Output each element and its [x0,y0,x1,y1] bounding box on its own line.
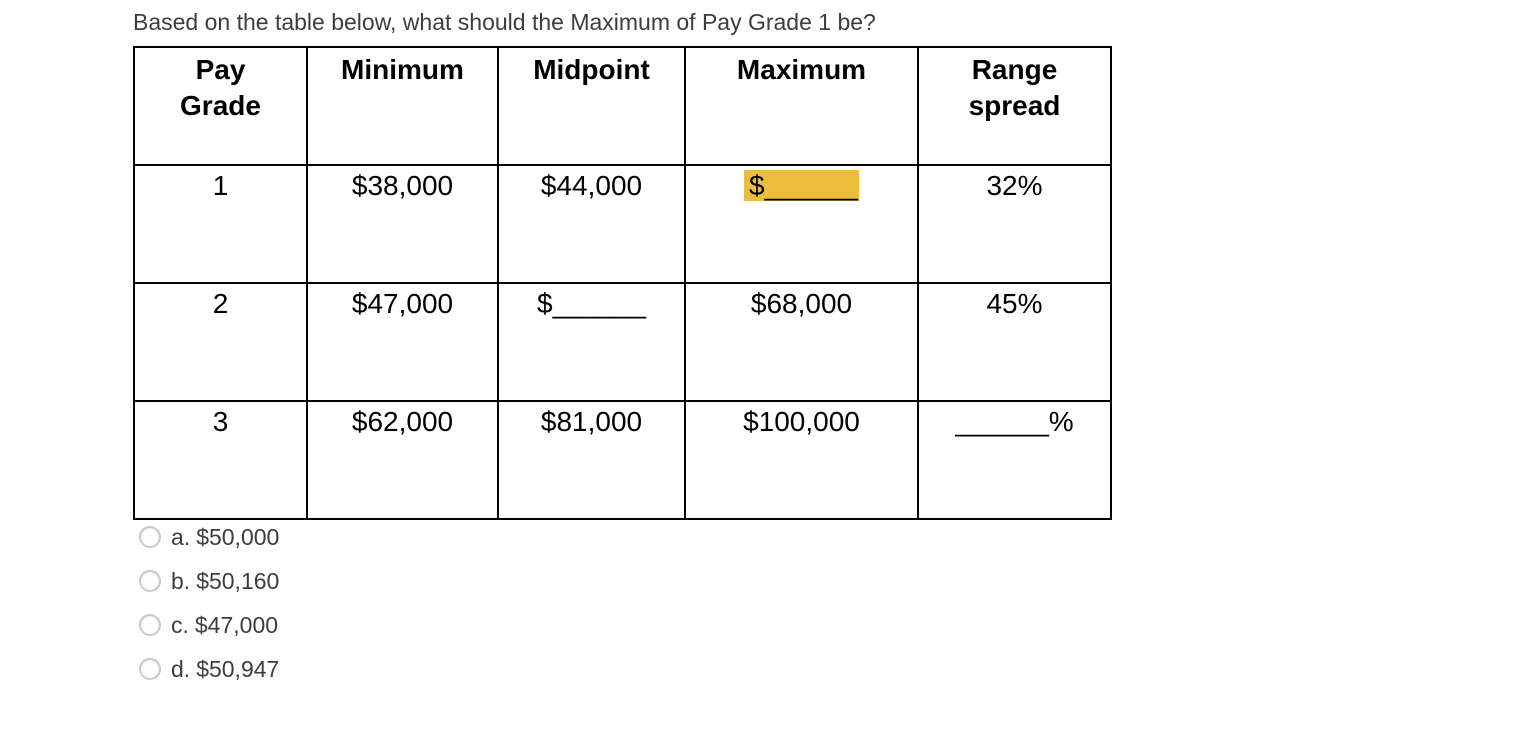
option-row-d[interactable]: d. $50,947 [139,647,279,691]
option-label: $50,160 [196,567,280,594]
question-text: Based on the table below, what should th… [133,9,876,35]
cell-range-spread-3: ______% [917,400,1112,520]
table-row-grade-1: 1 $38,000 $44,000 $______ 32% [133,164,1112,284]
cell-midpoint-3: $81,000 [497,400,686,520]
cell-midpoint-2: $______ [497,282,686,402]
cell-minimum-3: $62,000 [306,400,499,520]
cell-maximum-1: $______ [684,164,919,284]
radio-button-a[interactable] [139,526,161,548]
cell-grade-2: 2 [133,282,308,402]
option-row-b[interactable]: b. $50,160 [139,559,279,603]
cell-grade-1: 1 [133,164,308,284]
blank-line: ______ [764,170,858,201]
currency-prefix: $ [536,288,553,319]
cell-midpoint-1: $44,000 [497,164,686,284]
option-label: $47,000 [194,611,279,638]
option-letter: d. [171,655,191,682]
cell-minimum-2: $47,000 [306,282,499,402]
column-header-minimum: Minimum [306,46,499,166]
cell-grade-3: 3 [133,400,308,520]
radio-button-d[interactable] [139,658,161,680]
blank-line: ______ [552,288,646,319]
option-row-a[interactable]: a. $50,000 [139,515,279,559]
answer-blank-highlighted: $______ [743,170,859,201]
currency-prefix: $ [748,170,765,201]
column-header-maximum: Maximum [684,46,919,166]
option-letter: b. [171,567,191,594]
option-letter: a. [171,523,191,550]
radio-button-b[interactable] [139,570,161,592]
table-row-grade-2: 2 $47,000 $______ $68,000 45% [133,282,1112,402]
column-header-pay-grade: Pay Grade [133,46,308,166]
cell-minimum-1: $38,000 [306,164,499,284]
answer-options: a. $50,000 b. $50,160 c. $47,000 d. $50,… [139,515,279,691]
radio-button-c[interactable] [139,614,161,636]
option-label: $50,000 [196,523,280,550]
option-label: $50,947 [196,655,280,682]
blank-line: ______ [955,406,1049,437]
percent-suffix: % [1048,406,1074,437]
column-header-range-spread: Range spread [917,46,1112,166]
table-row-grade-3: 3 $62,000 $81,000 $100,000 ______% [133,400,1112,520]
cell-range-spread-1: 32% [917,164,1112,284]
option-row-c[interactable]: c. $47,000 [139,603,279,647]
column-header-midpoint: Midpoint [497,46,686,166]
table-header-row: Pay Grade Minimum Midpoint Maximum Range… [133,46,1112,166]
cell-range-spread-2: 45% [917,282,1112,402]
pay-grade-table: Pay Grade Minimum Midpoint Maximum Range… [133,46,1112,520]
cell-maximum-3: $100,000 [684,400,919,520]
cell-maximum-2: $68,000 [684,282,919,402]
option-letter: c. [171,611,189,638]
